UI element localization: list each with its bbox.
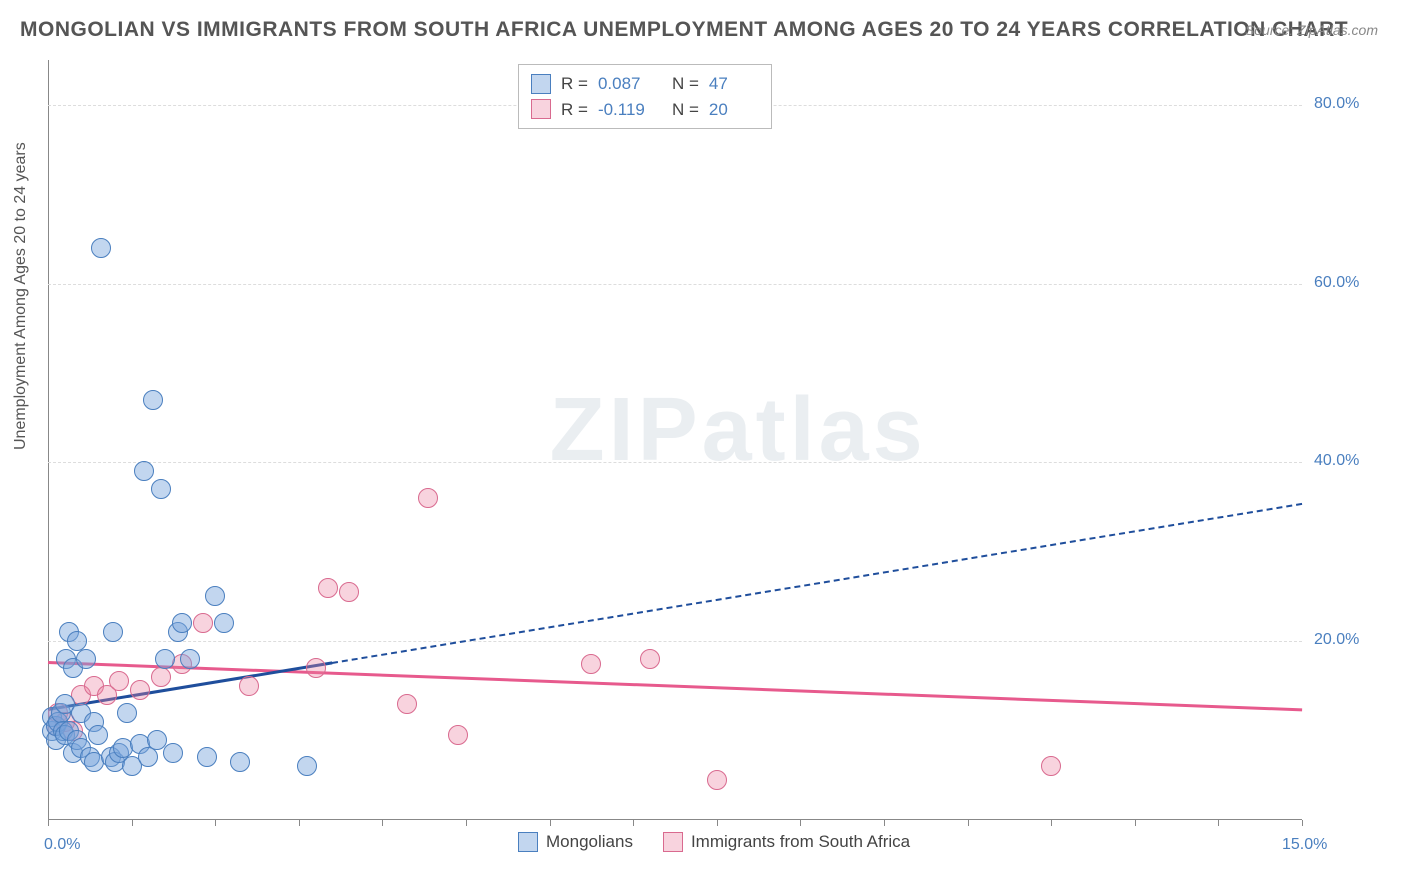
scatter-point bbox=[297, 756, 317, 776]
scatter-point bbox=[214, 613, 234, 633]
x-tick-mark bbox=[717, 820, 718, 826]
scatter-point bbox=[130, 680, 150, 700]
scatter-point bbox=[163, 743, 183, 763]
n-value: 20 bbox=[709, 97, 759, 123]
x-tick-mark bbox=[1218, 820, 1219, 826]
r-label: R = bbox=[561, 97, 588, 123]
gridline bbox=[48, 641, 1302, 642]
n-value: 47 bbox=[709, 71, 759, 97]
correlation-row: R = 0.087 N = 47 bbox=[531, 71, 759, 97]
scatter-point bbox=[448, 725, 468, 745]
gridline bbox=[48, 284, 1302, 285]
y-tick-label: 20.0% bbox=[1314, 631, 1359, 649]
x-tick-mark bbox=[1051, 820, 1052, 826]
scatter-point bbox=[306, 658, 326, 678]
scatter-point bbox=[134, 461, 154, 481]
y-tick-label: 60.0% bbox=[1314, 274, 1359, 292]
scatter-point bbox=[707, 770, 727, 790]
scatter-point bbox=[230, 752, 250, 772]
scatter-point bbox=[172, 613, 192, 633]
x-tick-mark bbox=[382, 820, 383, 826]
x-tick-mark bbox=[1302, 820, 1303, 826]
correlation-row: R = -0.119 N = 20 bbox=[531, 97, 759, 123]
scatter-point bbox=[151, 479, 171, 499]
scatter-point bbox=[180, 649, 200, 669]
scatter-point bbox=[117, 703, 137, 723]
legend-item-mongolians: Mongolians bbox=[518, 832, 633, 852]
x-tick-mark bbox=[215, 820, 216, 826]
r-label: R = bbox=[561, 71, 588, 97]
scatter-point bbox=[581, 654, 601, 674]
legend-item-safrica: Immigrants from South Africa bbox=[663, 832, 910, 852]
legend-swatch-icon bbox=[663, 832, 683, 852]
x-tick-mark bbox=[800, 820, 801, 826]
scatter-point bbox=[339, 582, 359, 602]
trend-line bbox=[48, 661, 1302, 711]
scatter-point bbox=[138, 747, 158, 767]
scatter-point bbox=[88, 725, 108, 745]
y-tick-label: 80.0% bbox=[1314, 95, 1359, 113]
legend-label: Mongolians bbox=[546, 832, 633, 852]
x-tick-label: 0.0% bbox=[44, 836, 80, 854]
x-tick-mark bbox=[550, 820, 551, 826]
x-axis-line bbox=[48, 819, 1302, 820]
scatter-point bbox=[1041, 756, 1061, 776]
r-value: -0.119 bbox=[598, 97, 648, 123]
y-axis-label: Unemployment Among Ages 20 to 24 years bbox=[12, 142, 30, 450]
scatter-point bbox=[143, 390, 163, 410]
x-tick-mark bbox=[299, 820, 300, 826]
n-label: N = bbox=[672, 97, 699, 123]
source-label: Source: ZipAtlas.com bbox=[1245, 22, 1378, 38]
scatter-point bbox=[397, 694, 417, 714]
legend-label: Immigrants from South Africa bbox=[691, 832, 910, 852]
scatter-point bbox=[318, 578, 338, 598]
scatter-point bbox=[76, 649, 96, 669]
r-value: 0.087 bbox=[598, 71, 648, 97]
scatter-point bbox=[197, 747, 217, 767]
chart-title: MONGOLIAN VS IMMIGRANTS FROM SOUTH AFRIC… bbox=[20, 18, 1348, 42]
x-tick-mark bbox=[884, 820, 885, 826]
legend-swatch-icon bbox=[518, 832, 538, 852]
legend-swatch-icon bbox=[531, 99, 551, 119]
legend-swatch-icon bbox=[531, 74, 551, 94]
x-tick-mark bbox=[466, 820, 467, 826]
n-label: N = bbox=[672, 71, 699, 97]
scatter-point bbox=[147, 730, 167, 750]
x-tick-mark bbox=[968, 820, 969, 826]
x-tick-mark bbox=[48, 820, 49, 826]
y-tick-label: 40.0% bbox=[1314, 452, 1359, 470]
gridline bbox=[48, 462, 1302, 463]
scatter-point bbox=[109, 671, 129, 691]
x-tick-mark bbox=[1135, 820, 1136, 826]
scatter-point bbox=[418, 488, 438, 508]
scatter-point bbox=[91, 238, 111, 258]
plot-area: ZIPatlas bbox=[48, 60, 1302, 820]
scatter-point bbox=[151, 667, 171, 687]
correlation-legend: R = 0.087 N = 47 R = -0.119 N = 20 bbox=[518, 64, 772, 129]
x-tick-mark bbox=[633, 820, 634, 826]
x-tick-mark bbox=[132, 820, 133, 826]
scatter-point bbox=[103, 622, 123, 642]
scatter-point bbox=[640, 649, 660, 669]
series-legend: Mongolians Immigrants from South Africa bbox=[518, 832, 910, 852]
scatter-point bbox=[205, 586, 225, 606]
scatter-point bbox=[239, 676, 259, 696]
trend-line bbox=[332, 503, 1302, 664]
scatter-point bbox=[193, 613, 213, 633]
x-tick-label: 15.0% bbox=[1282, 836, 1327, 854]
watermark: ZIPatlas bbox=[550, 379, 927, 482]
scatter-point bbox=[155, 649, 175, 669]
